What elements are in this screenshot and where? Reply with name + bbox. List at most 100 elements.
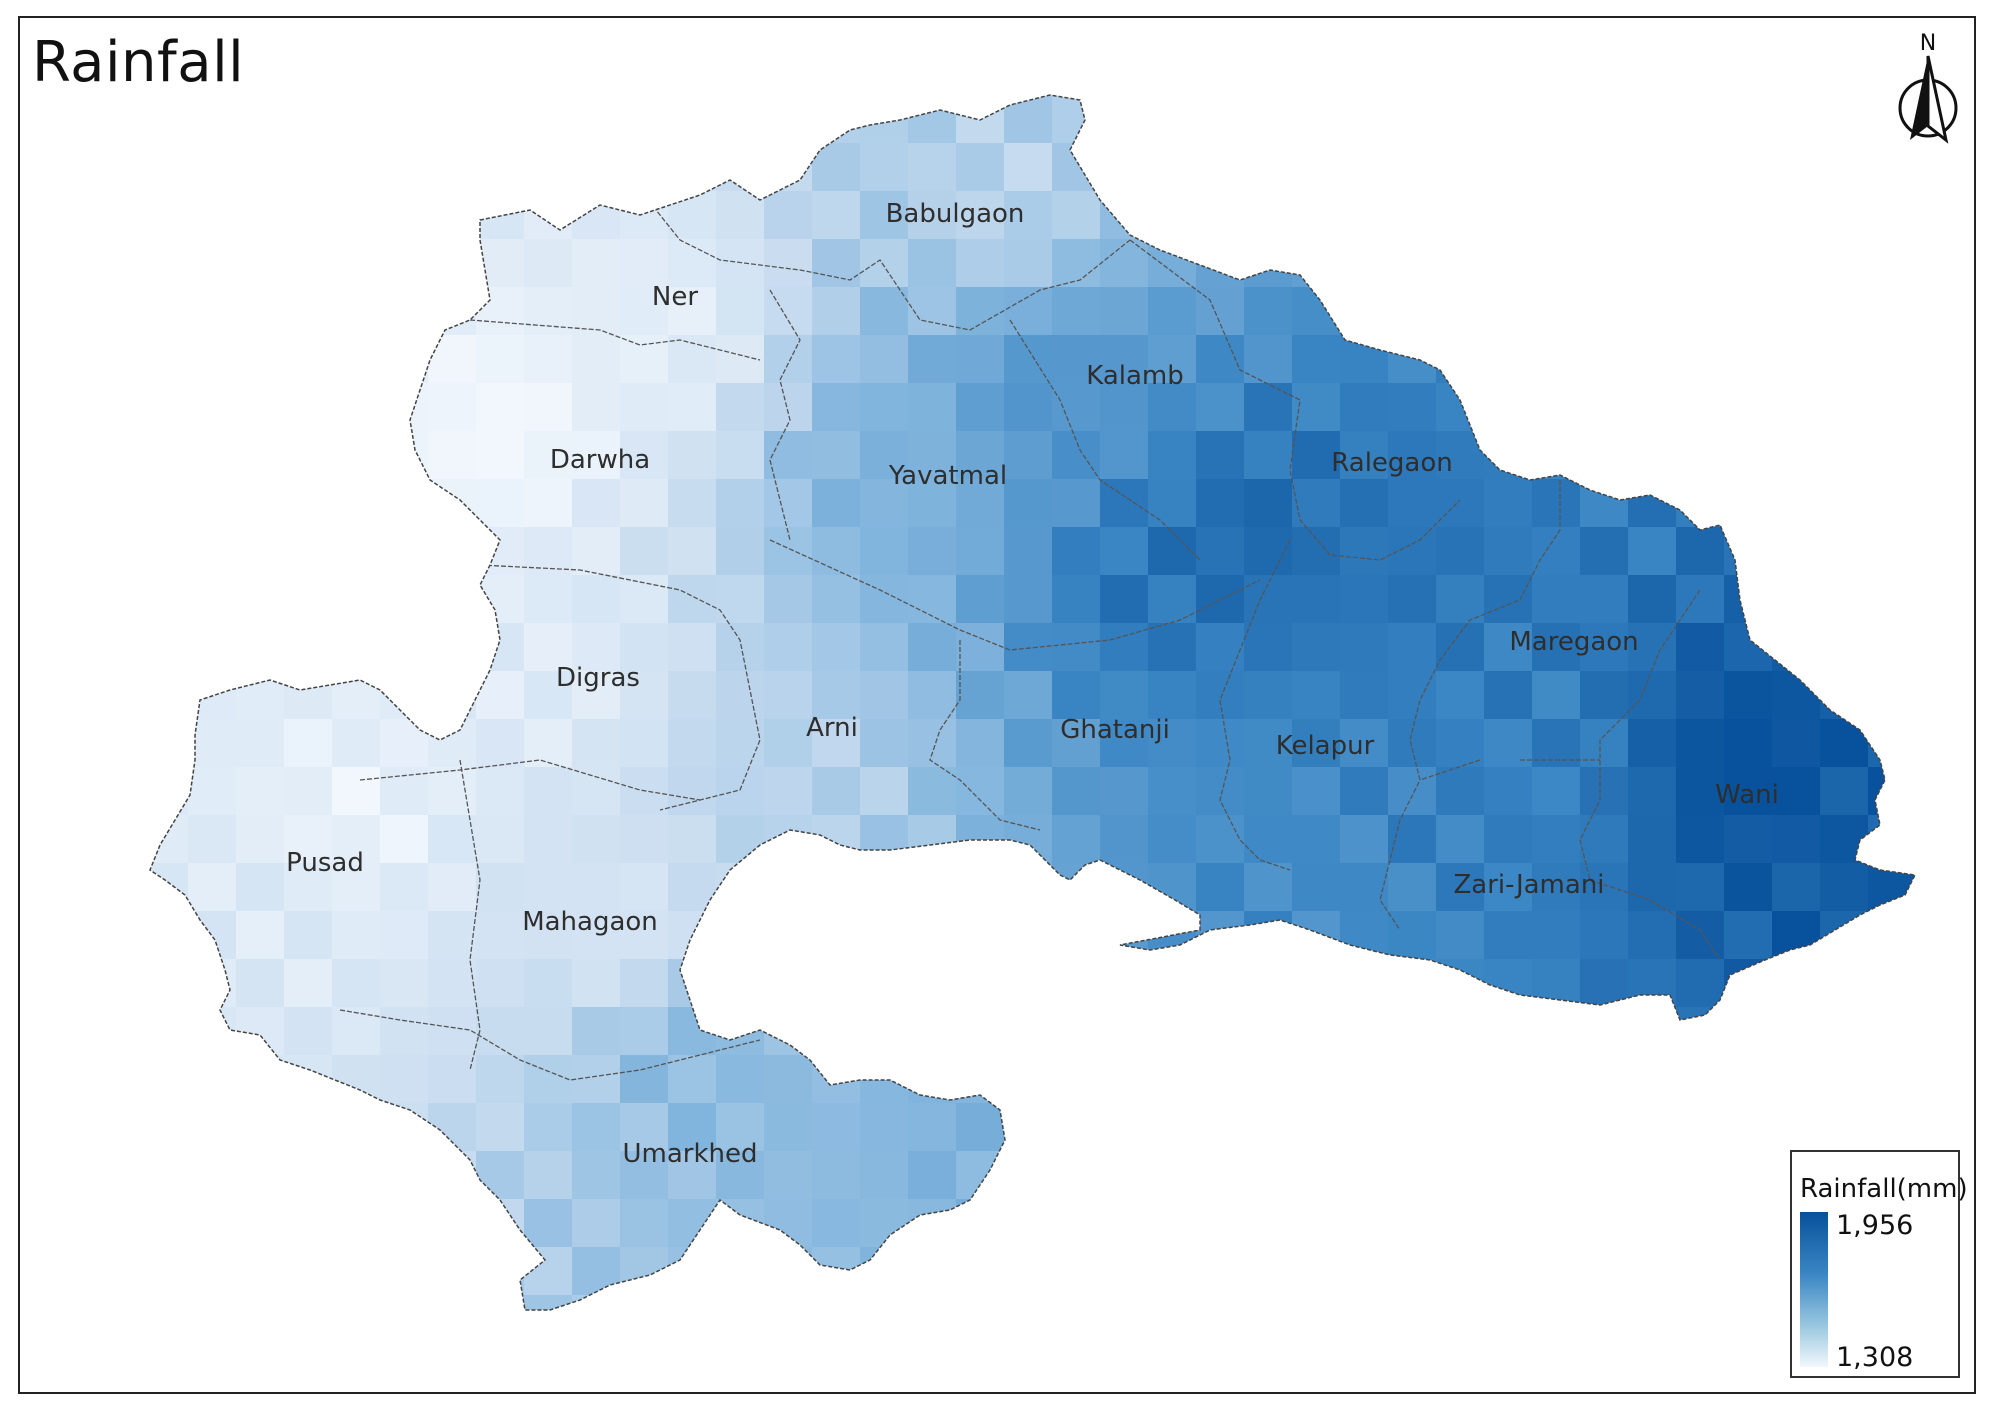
raster-cell (1004, 1199, 1053, 1248)
raster-cell (1100, 1295, 1149, 1310)
raster-cell (1004, 911, 1053, 960)
raster-cell (1820, 1103, 1869, 1152)
raster-cell (956, 575, 1005, 624)
raster-cell (524, 671, 573, 720)
raster-cell (1004, 479, 1053, 528)
raster-cell (236, 911, 285, 960)
raster-cell (1916, 671, 1965, 720)
raster-cell (524, 1103, 573, 1152)
raster-cell (1292, 383, 1341, 432)
raster-cell (1820, 191, 1869, 240)
raster-cell (332, 863, 381, 912)
raster-cell (1484, 719, 1533, 768)
raster-cell (428, 1007, 477, 1056)
raster-cell (668, 143, 717, 192)
raster-cell (1004, 575, 1053, 624)
raster-cell (572, 287, 621, 336)
raster-cell (1436, 1295, 1485, 1310)
raster-cell (572, 959, 621, 1008)
raster-cell (428, 863, 477, 912)
raster-cell (860, 1295, 909, 1310)
raster-cell (1724, 911, 1773, 960)
raster-cell (1388, 1199, 1437, 1248)
raster-cell (236, 1199, 285, 1248)
raster-cell (764, 191, 813, 240)
raster-cell (956, 1151, 1005, 1200)
raster-cell (1004, 1007, 1053, 1056)
raster-cell (1532, 191, 1581, 240)
raster-cell (332, 1055, 381, 1104)
raster-cell (956, 1055, 1005, 1104)
raster-cell (1916, 431, 1965, 480)
raster-cell (908, 1199, 957, 1248)
raster-cell (1340, 191, 1389, 240)
raster-cell (956, 335, 1005, 384)
raster-cell (1820, 479, 1869, 528)
raster-cell (764, 959, 813, 1008)
raster-cell (1580, 575, 1629, 624)
raster-cell (1868, 191, 1915, 240)
raster-cell (1724, 287, 1773, 336)
raster-cell (1772, 911, 1821, 960)
legend-title: Rainfall(mm) (1800, 1174, 1968, 1204)
raster-cell (1388, 527, 1437, 576)
raster-cell (1820, 143, 1869, 192)
raster-cell (1340, 527, 1389, 576)
raster-cell (1916, 911, 1965, 960)
raster-cell (908, 1007, 957, 1056)
raster-cell (716, 959, 765, 1008)
raster-cell (1196, 1199, 1245, 1248)
raster-cell (1676, 383, 1725, 432)
raster-cell (1052, 527, 1101, 576)
raster-cell (812, 815, 861, 864)
raster-cell (1244, 1151, 1293, 1200)
raster-cell (572, 239, 621, 288)
raster-cell (860, 239, 909, 288)
arrow-right-half (1926, 55, 1949, 144)
raster-cell (764, 767, 813, 816)
raster-cell (1772, 287, 1821, 336)
raster-cell (956, 623, 1005, 672)
raster-cell (1484, 191, 1533, 240)
raster-cell (956, 527, 1005, 576)
raster-cell (956, 1007, 1005, 1056)
raster-cell (908, 335, 957, 384)
raster-cell (1292, 1103, 1341, 1152)
district-label-zari-jamani: Zari-Jamani (1453, 870, 1604, 900)
raster-cell (1100, 1199, 1149, 1248)
district-label-ghatanji: Ghatanji (1060, 715, 1170, 745)
raster-cell (908, 1247, 957, 1296)
raster-cell (1484, 527, 1533, 576)
raster-cell (1916, 239, 1965, 288)
raster-cell (1436, 1055, 1485, 1104)
raster-cell (956, 1247, 1005, 1296)
raster-cell (1628, 1103, 1677, 1152)
raster-cell (716, 335, 765, 384)
raster-cell (188, 959, 237, 1008)
raster-cell (1292, 767, 1341, 816)
raster-cell (1052, 719, 1101, 768)
raster-cell (1868, 383, 1915, 432)
raster-cell (1724, 719, 1773, 768)
raster-cell (1340, 479, 1389, 528)
raster-cell (812, 143, 861, 192)
raster-cell (1676, 767, 1725, 816)
raster-cell (1244, 863, 1293, 912)
raster-cell (908, 479, 957, 528)
raster-cell (668, 1199, 717, 1248)
raster-cell (1148, 671, 1197, 720)
raster-cell (1868, 335, 1915, 384)
raster-cell (1676, 95, 1725, 144)
raster-cell (380, 959, 429, 1008)
raster-cell (188, 287, 237, 336)
raster-cell (716, 1199, 765, 1248)
raster-cell (956, 431, 1005, 480)
raster-cell (956, 1295, 1005, 1310)
raster-cell (524, 431, 573, 480)
raster-cell (1724, 1247, 1773, 1296)
raster-cell (524, 911, 573, 960)
raster-cell (716, 1007, 765, 1056)
raster-cell (1676, 479, 1725, 528)
raster-cell (764, 95, 813, 144)
raster-cell (1196, 383, 1245, 432)
